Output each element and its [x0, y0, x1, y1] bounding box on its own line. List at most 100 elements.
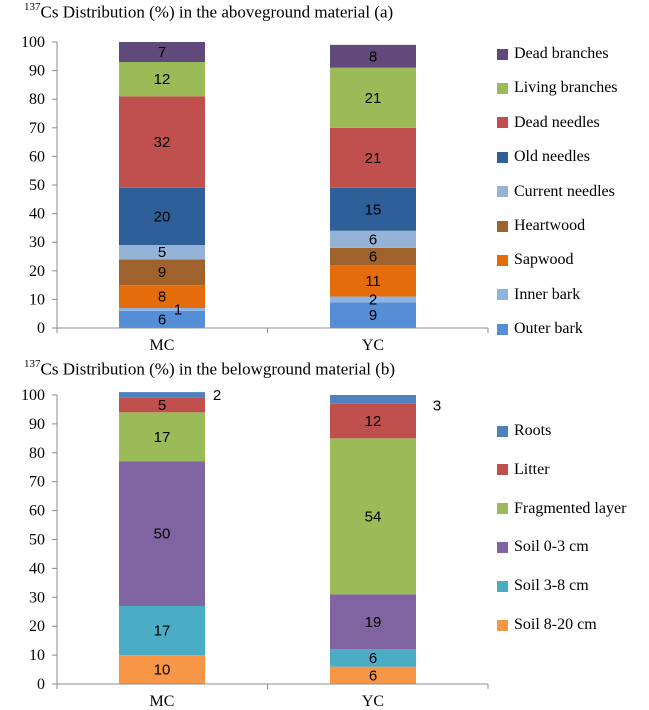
chart-b-title-superscript: 137 [24, 358, 41, 370]
chart-a-bar-yc-dead-branches [330, 44, 416, 68]
chart-b-bar-mc-soil-3-8-cm [119, 605, 205, 656]
chart-a-legend-item: Current needles [497, 182, 615, 202]
chart-b-bar-yc-soil-8-20-cm [330, 666, 416, 684]
chart-a-legend-label: Sapwood [514, 251, 574, 269]
chart-a-bar-mc-current-needles [119, 245, 205, 260]
chart-b-legend-item: Soil 0-3 cm [497, 537, 589, 557]
chart-b-legend-label: Litter [514, 460, 550, 478]
chart-a-title-superscript: 137 [24, 1, 41, 13]
chart-b-data-label: 54 [365, 508, 382, 525]
chart-a-bar-mc-dead-needles [119, 96, 205, 188]
chart-a-legend-item: Sapwood [497, 250, 574, 270]
chart-a-legend-label: Dead needles [514, 113, 600, 131]
chart-b-legend-swatch [497, 425, 508, 437]
chart-a-legend-swatch [497, 254, 508, 266]
chart-b-legend-label: Roots [514, 422, 552, 439]
chart-a-bar-yc-outer-bark [330, 302, 416, 328]
chart-b-y-tick-label: 50 [29, 532, 45, 549]
chart-a-bar-yc-old-needles [330, 187, 416, 231]
chart-b-data-label: 17 [154, 623, 171, 640]
chart-a-data-label: 12 [154, 71, 171, 88]
chart-a-y-tick-label: 50 [29, 177, 45, 194]
chart-a-legend-swatch [497, 220, 508, 232]
chart-b-data-label: 19 [365, 614, 382, 631]
chart-a-y-tick-label: 20 [29, 263, 45, 280]
chart-b-y-tick-label: 10 [29, 647, 45, 664]
chart-a-legend-item: Living branches [497, 78, 618, 98]
chart-a-bar-mc-heartwood [119, 259, 205, 286]
chart-a-legend-label: Dead branches [514, 45, 609, 62]
chart-a-y-tick-label: 40 [29, 206, 45, 223]
chart-b-x-label: YC [362, 693, 384, 710]
chart-b-bar-yc-soil-0-3-cm [330, 594, 416, 650]
chart-b-legend-item: Fragmented layer [497, 499, 626, 519]
chart-a-y-tick-label: 90 [29, 63, 45, 80]
chart-a-x-label: MC [150, 337, 175, 354]
chart-b-legend-swatch [497, 503, 508, 515]
chart-b-legend-label: Soil 0-3 cm [514, 538, 589, 556]
chart-b-legend-swatch [497, 580, 508, 592]
chart-b-legend-item: Soil 8-20 cm [497, 615, 597, 635]
chart-b-legend-label: Fragmented layer [514, 499, 627, 517]
chart-b-data-label: 3 [433, 397, 441, 414]
chart-b-data-label: 6 [369, 667, 377, 684]
chart-a-x-label: YC [362, 337, 384, 354]
chart-a-legend-label: Heartwood [514, 217, 586, 234]
chart-a-bar-mc-outer-bark [119, 310, 205, 328]
chart-a-legend-label: Outer bark [514, 320, 583, 338]
chart-a-legend-item: Outer bark [497, 319, 583, 339]
chart-a-data-label: 8 [369, 48, 377, 65]
chart-b-y-tick-label: 70 [29, 474, 45, 491]
chart-b-y-tick-label: 30 [29, 589, 45, 606]
chart-b-legend-item: Litter [497, 460, 550, 480]
chart-a-legend-swatch [497, 186, 508, 198]
chart-a-data-label: 11 [365, 273, 381, 290]
chart-a-legend-label: Inner bark [514, 285, 581, 303]
chart-b-bar-yc-soil-3-8-cm [330, 649, 416, 667]
chart-b-bar-yc-litter [330, 403, 416, 439]
chart-b-legend-item: Roots [497, 421, 551, 441]
chart-b-legend-label: Soil 3-8 cm [514, 577, 589, 595]
chart-a-bar-mc-inner-bark [119, 307, 205, 311]
chart-a-legend-item: Old needles [497, 147, 590, 167]
chart-b-y-tick-label: 20 [29, 618, 45, 635]
chart-b-data-label: 12 [365, 413, 382, 430]
chart-a-title: 137Cs Distribution (%) in the abovegroun… [24, 1, 393, 23]
chart-a-y-tick-label: 10 [29, 291, 45, 308]
chart-b-title: 137Cs Distribution (%) in the belowgroun… [24, 358, 396, 380]
chart-a-y-tick-label: 100 [21, 34, 45, 51]
chart-a-legend-swatch [497, 323, 508, 335]
chart-b-data-label: 50 [154, 526, 171, 543]
chart-a-bar-yc-dead-needles [330, 127, 416, 188]
chart-b-data-label: 6 [369, 650, 377, 667]
chart-b-y-tick-label: 40 [29, 560, 45, 577]
chart-a-legend-item: Dead branches [497, 44, 609, 64]
chart-a-data-label: 6 [158, 311, 166, 328]
chart-a-data-label: 1 [174, 301, 182, 318]
chart-b-legend-swatch [497, 619, 508, 631]
chart-b-bar-mc-fragmented-layer [119, 412, 205, 462]
chart-a-data-label: 2 [369, 291, 377, 308]
chart-a-data-label: 32 [154, 134, 171, 151]
chart-a-data-label: 5 [158, 244, 166, 261]
chart-b-x-label: MC [150, 693, 175, 710]
chart-b-legend-item: Soil 3-8 cm [497, 576, 589, 596]
chart-a-data-label: 21 [365, 150, 382, 167]
chart-a-bar-yc-sapwood [330, 265, 416, 297]
chart-a-bar-mc-old-needles [119, 187, 205, 246]
chart-a-legend-label: Current needles [514, 182, 615, 200]
chart-b-bar-yc-fragmented-layer [330, 438, 416, 595]
chart-a-data-label: 9 [158, 264, 166, 281]
chart-b-legend-swatch [497, 464, 508, 476]
chart-a-legend-swatch [497, 289, 508, 301]
chart-a-data-label: 15 [365, 201, 382, 218]
chart-b-legend-label: Soil 8-20 cm [514, 616, 597, 633]
chart-b-title-text: Cs Distribution (%) in the belowground m… [40, 359, 396, 379]
chart-a-bar-yc-current-needles [330, 230, 416, 248]
chart-b-data-label: 5 [158, 397, 166, 414]
chart-a-y-tick-label: 70 [29, 120, 45, 137]
chart-b-y-tick-label: 60 [29, 503, 45, 520]
chart-a-y-tick-label: 30 [29, 234, 45, 251]
